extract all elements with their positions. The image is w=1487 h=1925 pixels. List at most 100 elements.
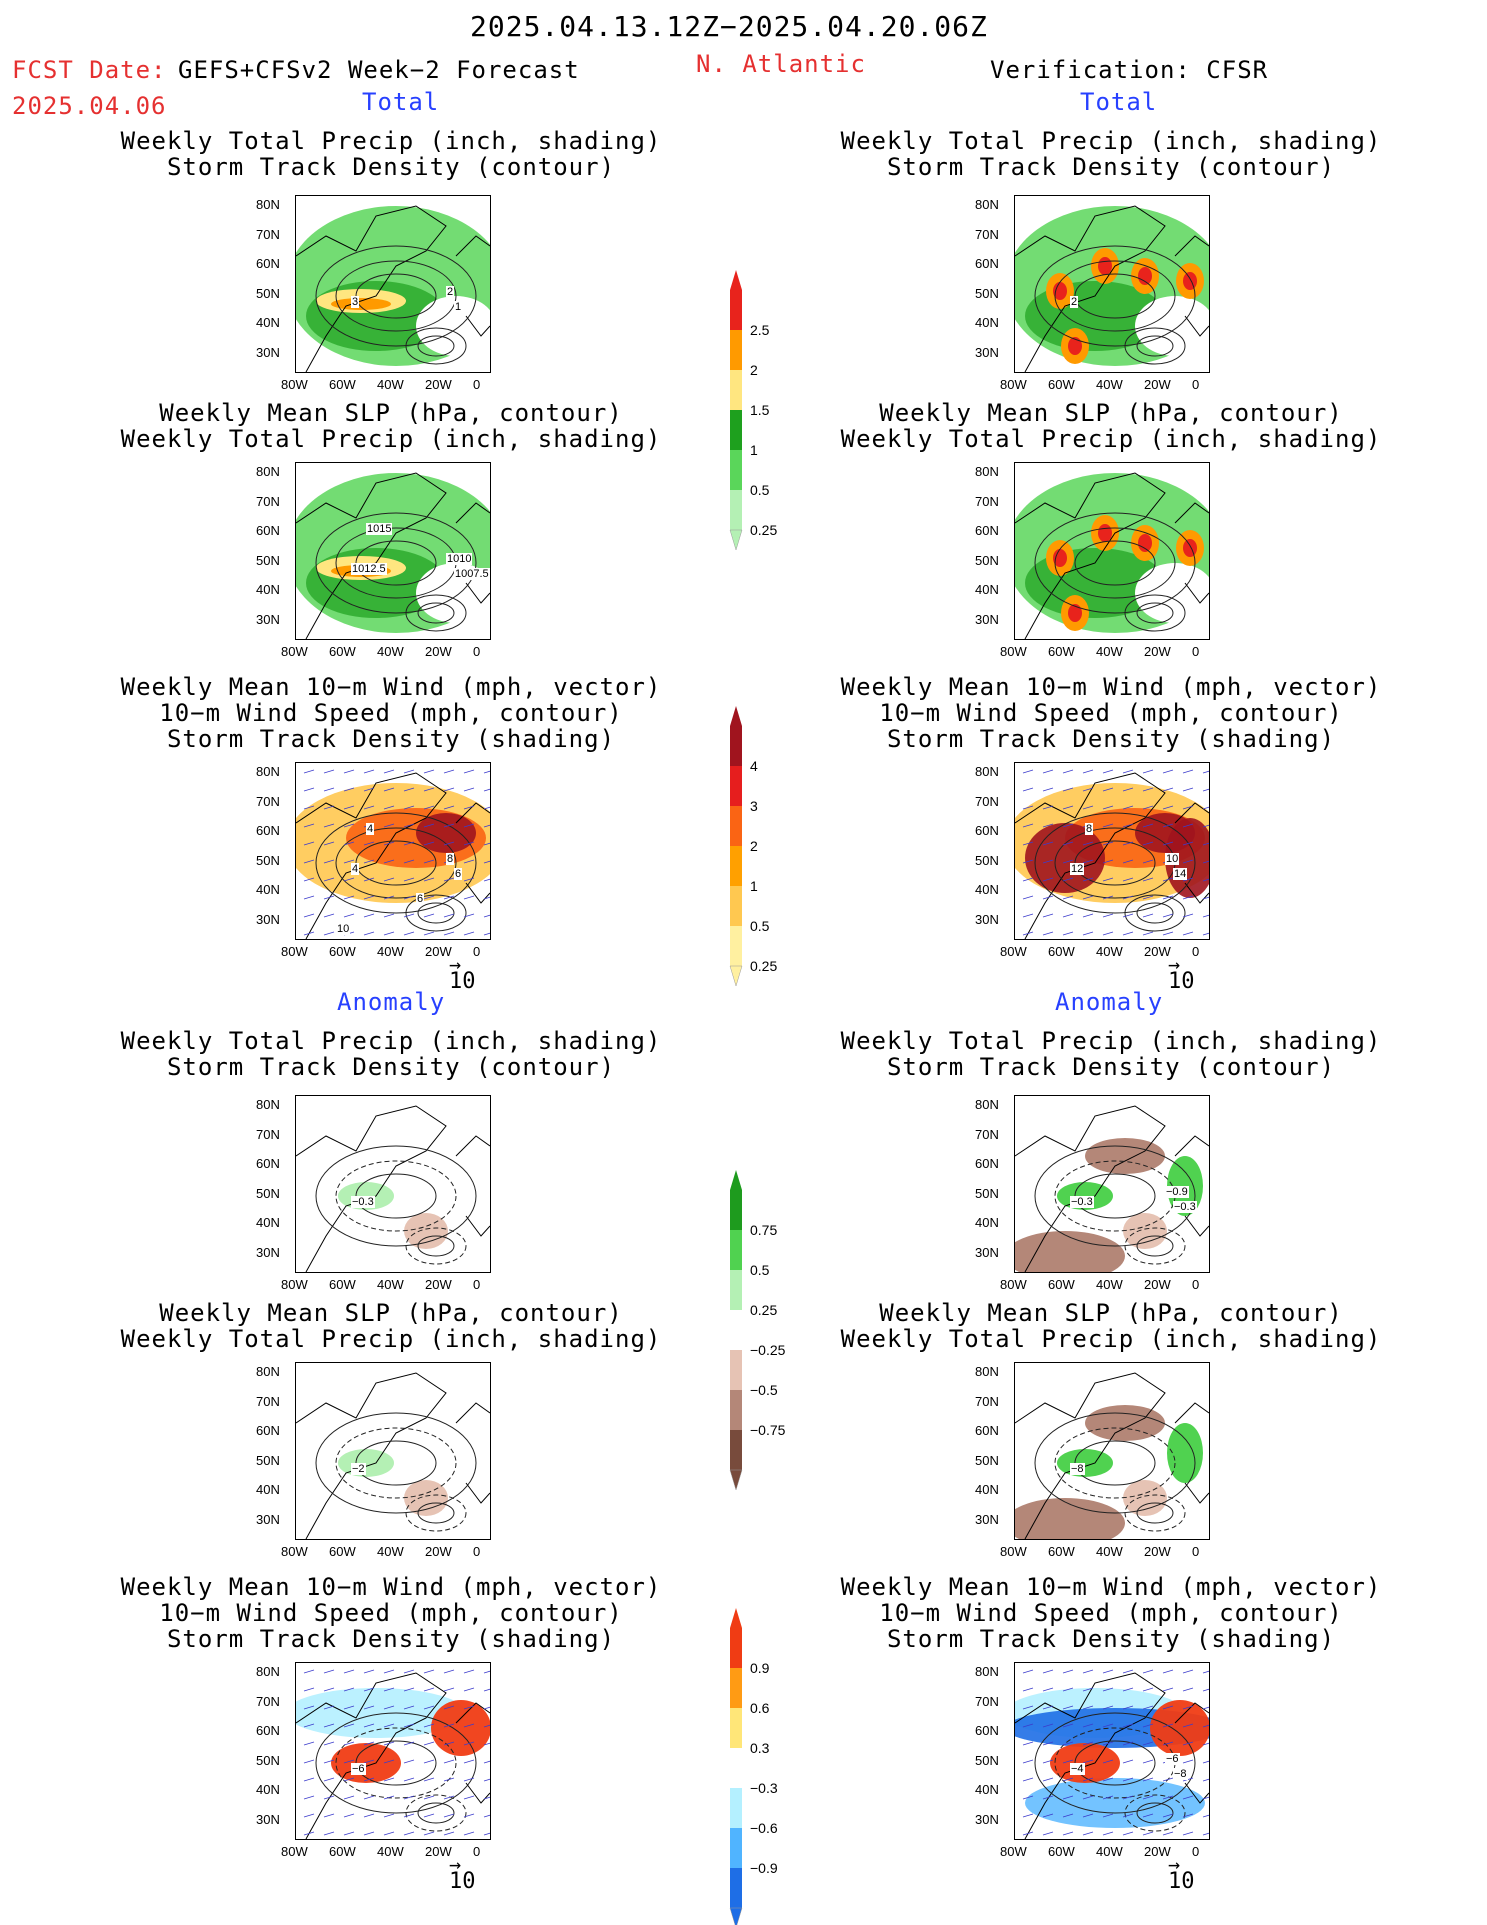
wind-vector	[363, 769, 375, 774]
colorbar-segment	[730, 410, 742, 450]
lat-tick-label: 80N	[975, 1364, 999, 1379]
wind-vector	[403, 895, 415, 900]
wind-vector	[443, 823, 455, 828]
lat-tick-label: 50N	[975, 1452, 999, 1468]
contour-line	[315, 512, 477, 614]
wind-vector	[483, 932, 490, 936]
wind-vector	[383, 1687, 395, 1692]
vector-reference: → 10	[1168, 954, 1195, 994]
shading-area	[1138, 267, 1152, 285]
wind-vector	[1122, 1669, 1134, 1674]
wind-vector	[1202, 1760, 1209, 1764]
wind-vector	[1122, 931, 1134, 936]
wind-vector	[1142, 1813, 1154, 1818]
wind-vector	[403, 805, 415, 810]
wind-vector	[1182, 1687, 1194, 1692]
wind-vector	[343, 895, 355, 900]
lat-tick-label: 30N	[975, 1244, 999, 1260]
wind-vector	[1082, 1741, 1094, 1746]
contour-line	[1124, 894, 1186, 932]
map-panel-total-precip-left: 3 2 1	[295, 195, 491, 373]
lat-tick-label: 50N	[975, 852, 999, 868]
lat-tick-label: 60N	[975, 1723, 999, 1738]
wind-vector	[423, 859, 435, 864]
contour-line	[405, 1494, 467, 1532]
wind-vector	[1202, 1796, 1209, 1800]
panel-title-line: Storm Track Density (shading)	[166, 1625, 616, 1653]
contour-label: 4	[366, 823, 375, 835]
wind-vector	[483, 824, 490, 828]
wind-vector	[1082, 1813, 1094, 1818]
wind-vector	[1202, 1688, 1209, 1692]
contour-line	[1034, 1412, 1196, 1514]
wind-vector	[1022, 841, 1034, 846]
shading-area	[1183, 539, 1197, 557]
wind-vector	[483, 1706, 490, 1710]
shading-area	[296, 1688, 466, 1738]
wind-vector	[1062, 787, 1074, 792]
contour-line	[1054, 1427, 1176, 1499]
wind-vector	[403, 1741, 415, 1746]
wind-vector	[1202, 1706, 1209, 1710]
wind-vector	[343, 1669, 355, 1674]
panel-title: Weekly Total Precip (inch, shading) Storm…	[111, 1028, 671, 1080]
panel-title-line: Storm Track Density (contour)	[886, 1053, 1336, 1081]
wind-vector	[303, 1777, 315, 1782]
shading-area	[1053, 549, 1067, 567]
panel-title-line: Weekly Total Precip (inch, shading)	[840, 127, 1382, 155]
lat-tick-label: 30N	[256, 1811, 280, 1827]
wind-vector	[363, 787, 375, 792]
wind-vector	[363, 1759, 375, 1764]
wind-vector	[423, 769, 435, 774]
wind-vector	[1102, 877, 1114, 882]
contour-line	[1124, 1794, 1186, 1832]
wind-vector	[303, 913, 315, 918]
wind-vector	[403, 1759, 415, 1764]
wind-vector	[443, 931, 455, 936]
map-panel-anom-precip-right: −0.3 −0.9 −0.3	[1014, 1095, 1210, 1273]
contour-line	[417, 902, 455, 924]
wind-vector	[1042, 1741, 1054, 1746]
lat-tick-label: 70N	[256, 1393, 280, 1409]
panel-title: Weekly Total Precip (inch, shading) Storm…	[831, 1028, 1391, 1080]
wind-vector	[383, 1759, 395, 1764]
wind-vector	[443, 841, 455, 846]
lat-tick-label: 30N	[975, 344, 999, 360]
wind-vector	[1042, 859, 1054, 864]
wind-vector	[483, 896, 490, 900]
wind-vector	[463, 1705, 475, 1710]
wind-vector	[463, 877, 475, 882]
wind-vector	[1122, 1831, 1134, 1836]
wind-vector	[1202, 1742, 1209, 1746]
wind-vector	[1102, 787, 1114, 792]
colorbar-label: 0.5	[750, 918, 770, 934]
lon-tick-label: 60W	[329, 644, 356, 659]
wind-vector	[1082, 859, 1094, 864]
contour-line	[1034, 1145, 1196, 1247]
wind-vector	[1202, 824, 1209, 828]
wind-vector	[363, 1705, 375, 1710]
wind-vector	[1182, 913, 1194, 918]
wind-vector	[303, 769, 315, 774]
lon-tick-label: 60W	[1048, 644, 1075, 659]
wind-vector	[403, 931, 415, 936]
colorbar-total-precip: 2.5 2 1.5 1 0.5 0.25	[724, 270, 777, 554]
wind-vector	[323, 931, 335, 936]
lat-tick-label: 50N	[256, 552, 280, 568]
colorbar-top-arrow	[730, 1170, 742, 1190]
colorbar-top-arrow	[730, 270, 742, 290]
vector-arrow: →	[1168, 1852, 1181, 1876]
wind-vector	[303, 823, 315, 828]
colorbar-segment	[730, 490, 742, 530]
wind-vector	[303, 805, 315, 810]
wind-vector	[303, 1831, 315, 1836]
wind-vector	[343, 913, 355, 918]
lon-tick-label: 20W	[425, 644, 452, 659]
colorbar-segment	[730, 370, 742, 410]
colorbar-label: −0.25	[750, 1342, 786, 1358]
shading-area	[1098, 524, 1112, 542]
lat-tick-label: 30N	[975, 1511, 999, 1527]
contour-label: −4	[1070, 1763, 1085, 1775]
panel-title-line: Weekly Total Precip (inch, shading)	[120, 127, 662, 155]
wind-vector	[303, 859, 315, 864]
